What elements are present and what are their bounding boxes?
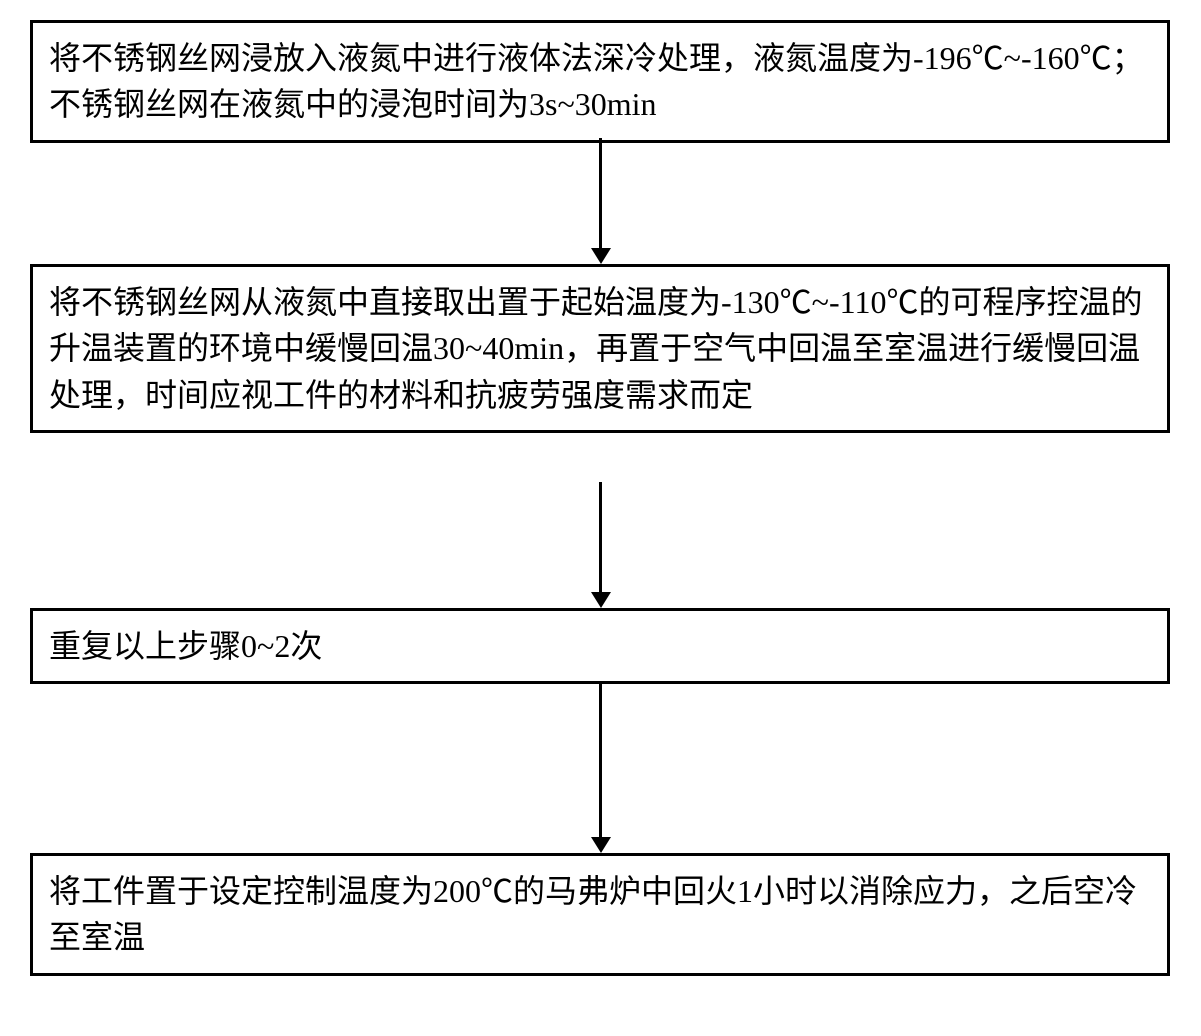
arrow-line [599, 138, 602, 248]
step-2-text: 将不锈钢丝网从液氮中直接取出置于起始温度为-130℃~-110℃的可程序控温的升… [49, 279, 1151, 418]
flowchart-step-4: 将工件置于设定控制温度为200℃的马弗炉中回火1小时以消除应力，之后空冷至室温 [30, 853, 1170, 976]
arrow-head-icon [591, 837, 611, 853]
flowchart-step-3: 重复以上步骤0~2次 [30, 608, 1170, 684]
arrow-3 [591, 682, 611, 853]
step-4-text: 将工件置于设定控制温度为200℃的马弗炉中回火1小时以消除应力，之后空冷至室温 [49, 868, 1151, 961]
step-3-text: 重复以上步骤0~2次 [49, 623, 1151, 669]
arrow-1 [591, 138, 611, 264]
arrow-2 [591, 482, 611, 608]
arrow-head-icon [591, 248, 611, 264]
flowchart-container: 将不锈钢丝网浸放入液氮中进行液体法深冷处理，液氮温度为-196℃~-160℃；不… [0, 0, 1201, 1036]
arrow-line [599, 482, 602, 592]
step-1-text: 将不锈钢丝网浸放入液氮中进行液体法深冷处理，液氮温度为-196℃~-160℃；不… [49, 35, 1151, 128]
arrow-head-icon [591, 592, 611, 608]
arrow-line [599, 682, 602, 837]
flowchart-step-1: 将不锈钢丝网浸放入液氮中进行液体法深冷处理，液氮温度为-196℃~-160℃；不… [30, 20, 1170, 143]
flowchart-step-2: 将不锈钢丝网从液氮中直接取出置于起始温度为-130℃~-110℃的可程序控温的升… [30, 264, 1170, 433]
